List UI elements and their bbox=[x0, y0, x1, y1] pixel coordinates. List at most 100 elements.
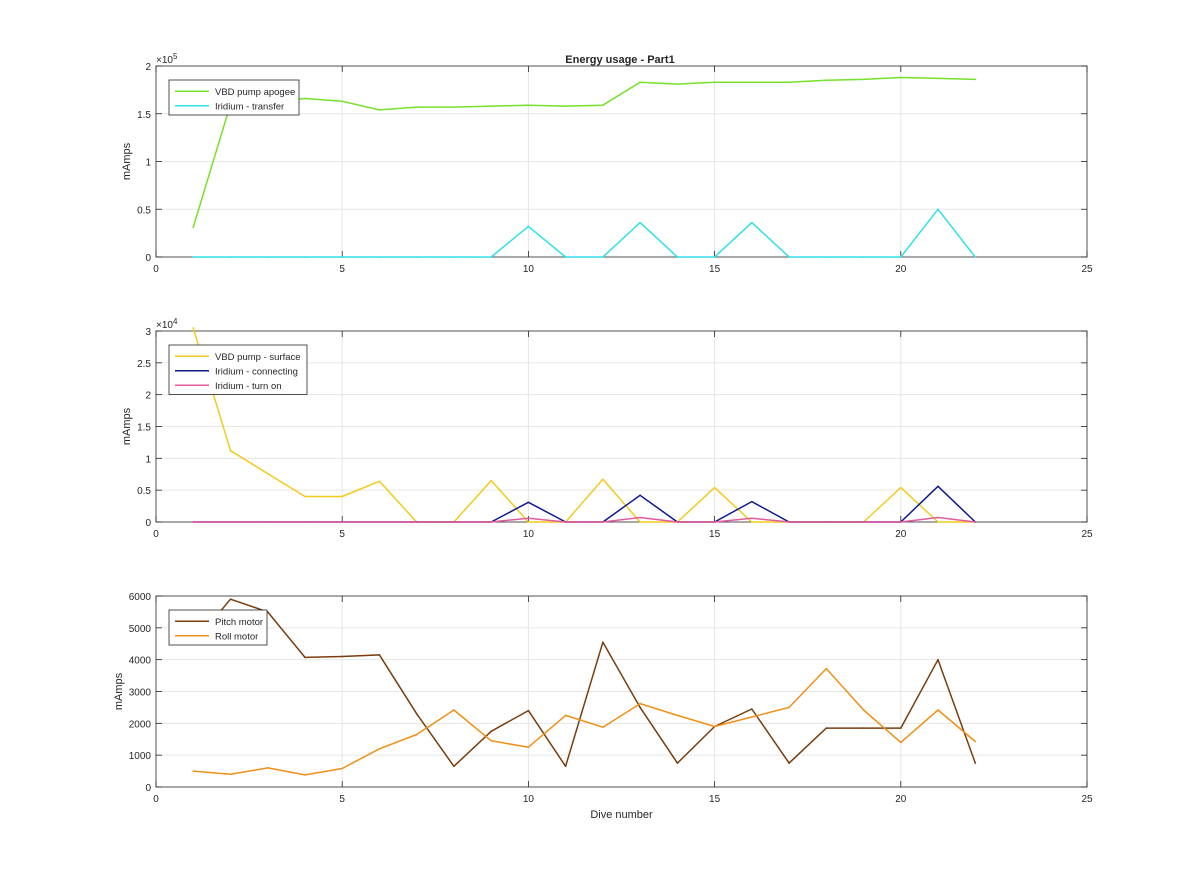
data-point bbox=[378, 521, 381, 523]
data-point bbox=[602, 521, 604, 523]
figure-title: Energy usage - Part1 bbox=[565, 54, 674, 66]
x-tick-label: 25 bbox=[1081, 264, 1093, 275]
data-point bbox=[937, 208, 939, 211]
data-point bbox=[676, 83, 679, 85]
x-tick-label: 15 bbox=[709, 264, 721, 275]
data-point bbox=[527, 746, 530, 749]
data-point bbox=[713, 486, 716, 489]
data-point bbox=[788, 521, 790, 523]
data-point bbox=[676, 714, 679, 717]
legend-box bbox=[168, 609, 268, 646]
data-point bbox=[713, 521, 716, 523]
series-pitch-motor bbox=[192, 598, 977, 768]
data-point bbox=[341, 495, 344, 498]
data-point bbox=[900, 727, 902, 729]
data-point bbox=[825, 521, 828, 523]
data-point bbox=[751, 521, 753, 523]
data-point bbox=[676, 521, 679, 523]
series-line bbox=[193, 667, 976, 776]
data-point bbox=[415, 521, 418, 523]
y-tick-label: 0 bbox=[145, 518, 151, 529]
x-tick-label: 25 bbox=[1081, 529, 1093, 540]
y-tick-label: 3 bbox=[145, 327, 151, 338]
data-point bbox=[639, 702, 641, 705]
data-point bbox=[415, 712, 418, 715]
data-point bbox=[453, 709, 455, 711]
legend: VBD pump apogee Iridium - transfer bbox=[168, 79, 300, 116]
y-tick-label: 1 bbox=[145, 158, 151, 169]
data-point bbox=[639, 81, 641, 84]
y-tick-label: 2 bbox=[145, 391, 151, 402]
data-point bbox=[602, 256, 604, 258]
x-axis-label: Dive number bbox=[590, 809, 653, 821]
series-line bbox=[192, 76, 976, 228]
data-point bbox=[527, 225, 530, 228]
series-line bbox=[193, 208, 976, 258]
legend-label: Pitch motor bbox=[215, 617, 263, 628]
data-point bbox=[937, 516, 939, 519]
y-tick-label: 1 bbox=[145, 454, 151, 465]
x-tick-label: 20 bbox=[895, 529, 907, 540]
x-tick-label: 10 bbox=[523, 264, 535, 275]
data-point bbox=[862, 521, 865, 523]
data-point bbox=[341, 100, 344, 103]
data-point bbox=[229, 256, 232, 258]
legend-label: Roll motor bbox=[215, 631, 258, 642]
legend-label: Iridium - turn on bbox=[215, 381, 282, 392]
y-axis-label: mAmps bbox=[121, 407, 133, 445]
data-point bbox=[602, 104, 604, 106]
y-axis-label: mAmps bbox=[113, 672, 125, 710]
data-point bbox=[564, 256, 567, 258]
data-point bbox=[676, 762, 679, 764]
data-point bbox=[862, 709, 865, 711]
data-point bbox=[192, 226, 195, 229]
series-line bbox=[193, 516, 976, 523]
data-point bbox=[937, 709, 939, 711]
y-tick-label: 4000 bbox=[129, 656, 152, 667]
data-point bbox=[266, 767, 269, 769]
data-point bbox=[378, 654, 381, 656]
chart-3: 0 5 10 15 20 25 0 1000 2000 3000 4000 5000 6000 mAmps… bbox=[113, 592, 1093, 821]
data-point bbox=[564, 105, 567, 107]
data-point bbox=[713, 725, 716, 728]
y-tick-label: 0 bbox=[145, 783, 151, 794]
x-tick-label: 25 bbox=[1081, 794, 1093, 805]
data-point bbox=[639, 706, 641, 709]
series-line bbox=[192, 598, 977, 768]
data-point bbox=[751, 708, 753, 710]
x-tick-label: 20 bbox=[895, 794, 907, 805]
y-tick-label: 2.5 bbox=[137, 359, 151, 370]
data-point bbox=[639, 221, 641, 224]
data-point bbox=[602, 478, 604, 481]
y-tick-label: 0 bbox=[145, 253, 151, 264]
data-point bbox=[788, 762, 790, 764]
data-point bbox=[229, 598, 232, 600]
legend-box bbox=[168, 79, 300, 116]
data-point bbox=[937, 77, 939, 80]
data-point bbox=[788, 706, 790, 709]
data-point bbox=[564, 765, 567, 768]
data-point bbox=[751, 517, 753, 519]
data-point bbox=[974, 256, 977, 258]
data-point bbox=[974, 521, 977, 523]
data-point bbox=[900, 521, 902, 523]
data-point bbox=[490, 730, 492, 733]
data-point bbox=[527, 709, 530, 712]
data-point bbox=[825, 79, 828, 82]
chart-1: 0 5 10 15 20 25 0 0.5 1 1.5 2 ×105 mAmps VBD pump apo… bbox=[121, 52, 1093, 275]
legend-label: Iridium - connecting bbox=[215, 366, 298, 377]
data-point bbox=[453, 521, 455, 523]
series-iridium-transfer bbox=[192, 208, 977, 258]
legend-label: VBD pump apogee bbox=[215, 87, 295, 98]
data-point bbox=[900, 76, 902, 79]
data-point bbox=[937, 521, 939, 523]
data-point bbox=[639, 494, 641, 497]
data-point bbox=[527, 104, 530, 106]
data-point bbox=[304, 521, 306, 523]
data-point bbox=[862, 727, 865, 729]
data-point bbox=[937, 658, 939, 661]
data-point bbox=[527, 521, 530, 523]
data-point bbox=[564, 714, 567, 717]
data-point bbox=[825, 667, 828, 670]
data-point bbox=[341, 521, 344, 523]
